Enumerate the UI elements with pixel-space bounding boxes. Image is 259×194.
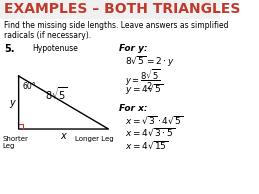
Text: 60°: 60° — [22, 82, 36, 91]
Text: $y = \dfrac{8\sqrt{5}}{2}$: $y = \dfrac{8\sqrt{5}}{2}$ — [125, 68, 161, 92]
Text: y: y — [9, 98, 15, 108]
Text: $y = 4\sqrt{5}$: $y = 4\sqrt{5}$ — [125, 82, 163, 97]
Text: For x:: For x: — [119, 104, 147, 113]
Text: Longer Leg: Longer Leg — [75, 136, 113, 142]
Text: Hypotenuse: Hypotenuse — [32, 44, 78, 53]
Text: x: x — [61, 131, 66, 141]
Text: 5.: 5. — [4, 44, 15, 54]
Text: Find the missing side lengths. Leave answers as simplified
radicals (if necessar: Find the missing side lengths. Leave ans… — [4, 21, 229, 41]
Text: For y:: For y: — [119, 44, 147, 53]
Text: $x = 4\sqrt{15}$: $x = 4\sqrt{15}$ — [125, 139, 169, 151]
Text: $8\sqrt{5} = 2 \cdot y$: $8\sqrt{5} = 2 \cdot y$ — [125, 54, 175, 69]
Text: $x = \sqrt{3} \cdot 4\sqrt{5}$: $x = \sqrt{3} \cdot 4\sqrt{5}$ — [125, 114, 184, 126]
Text: EXAMPLES – BOTH TRIANGLES: EXAMPLES – BOTH TRIANGLES — [4, 2, 241, 16]
Text: $8\sqrt{5}$: $8\sqrt{5}$ — [45, 86, 68, 102]
Text: $x = 4\sqrt{3 \cdot 5}$: $x = 4\sqrt{3 \cdot 5}$ — [125, 126, 176, 138]
Text: Shorter
Leg: Shorter Leg — [3, 136, 28, 149]
